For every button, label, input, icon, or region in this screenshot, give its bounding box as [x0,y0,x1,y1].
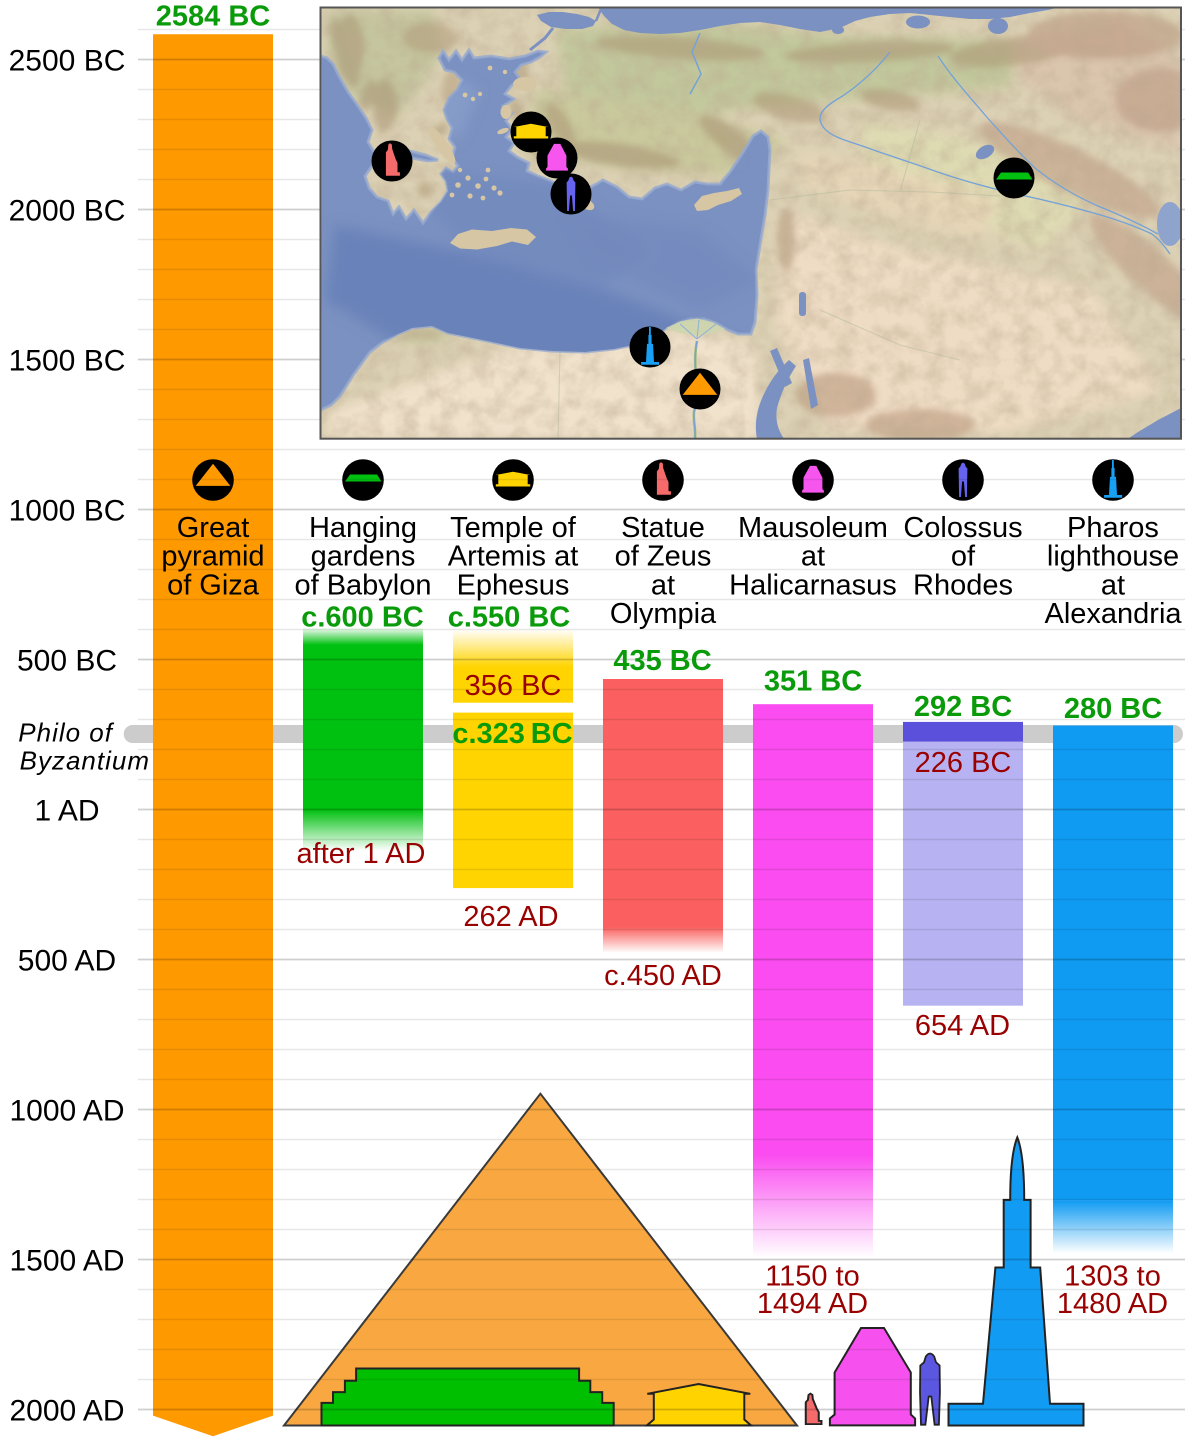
svg-text:292 BC: 292 BC [914,691,1012,723]
svg-text:of Giza: of Giza [167,569,260,601]
svg-text:Artemis at: Artemis at [448,541,579,573]
svg-text:1303 to: 1303 to [1064,1261,1161,1293]
svg-text:500 BC: 500 BC [17,644,117,677]
svg-text:435 BC: 435 BC [613,645,711,677]
svg-text:1000 AD: 1000 AD [9,1094,124,1127]
svg-text:1494 AD: 1494 AD [757,1288,868,1320]
svg-text:c.550 BC: c.550 BC [448,602,571,634]
svg-text:at: at [801,541,825,573]
svg-text:Temple of: Temple of [450,512,577,544]
svg-text:Hanging: Hanging [309,512,417,544]
svg-text:Ephesus: Ephesus [457,569,570,601]
svg-text:Olympia: Olympia [610,598,717,630]
svg-text:lighthouse: lighthouse [1047,541,1179,573]
svg-text:Alexandria: Alexandria [1044,598,1182,630]
svg-text:of: of [951,541,976,573]
svg-text:Great: Great [177,512,250,544]
svg-text:2000 BC: 2000 BC [9,194,126,227]
svg-text:1480 AD: 1480 AD [1057,1288,1168,1320]
svg-text:c.450 AD: c.450 AD [604,960,722,992]
svg-text:262 AD: 262 AD [463,901,558,933]
svg-text:at: at [1101,569,1125,601]
svg-text:2500 BC: 2500 BC [9,44,126,77]
svg-text:1 AD: 1 AD [34,794,99,827]
svg-text:gardens: gardens [311,541,416,573]
svg-text:Philo of: Philo of [18,718,114,748]
svg-text:351 BC: 351 BC [764,666,862,698]
svg-text:Pharos: Pharos [1067,512,1159,544]
svg-text:2000 AD: 2000 AD [9,1394,124,1427]
svg-text:Rhodes: Rhodes [913,569,1013,601]
svg-text:pyramid: pyramid [161,541,264,573]
svg-text:Mausoleum: Mausoleum [738,512,888,544]
svg-text:500 AD: 500 AD [18,944,116,977]
svg-text:Statue: Statue [621,512,705,544]
svg-text:Halicarnasus: Halicarnasus [729,569,897,601]
svg-text:at: at [651,569,675,601]
svg-text:of Zeus: of Zeus [615,541,712,573]
svg-text:356 BC: 356 BC [465,670,562,702]
svg-text:c.600 BC: c.600 BC [301,602,424,634]
svg-text:654 AD: 654 AD [915,1010,1010,1042]
svg-text:1150 to: 1150 to [765,1261,860,1293]
svg-text:Colossus: Colossus [903,512,1022,544]
svg-text:Byzantium: Byzantium [20,746,150,776]
svg-text:c.323 BC: c.323 BC [452,718,572,750]
svg-text:1500 BC: 1500 BC [9,344,126,377]
svg-text:2584 BC: 2584 BC [156,1,271,33]
svg-text:of Babylon: of Babylon [294,569,431,601]
svg-text:280 BC: 280 BC [1064,693,1162,725]
svg-text:1000 BC: 1000 BC [9,494,126,527]
svg-text:1500 AD: 1500 AD [9,1244,124,1277]
svg-text:after 1 AD: after 1 AD [297,838,426,870]
svg-text:226 BC: 226 BC [915,747,1012,779]
